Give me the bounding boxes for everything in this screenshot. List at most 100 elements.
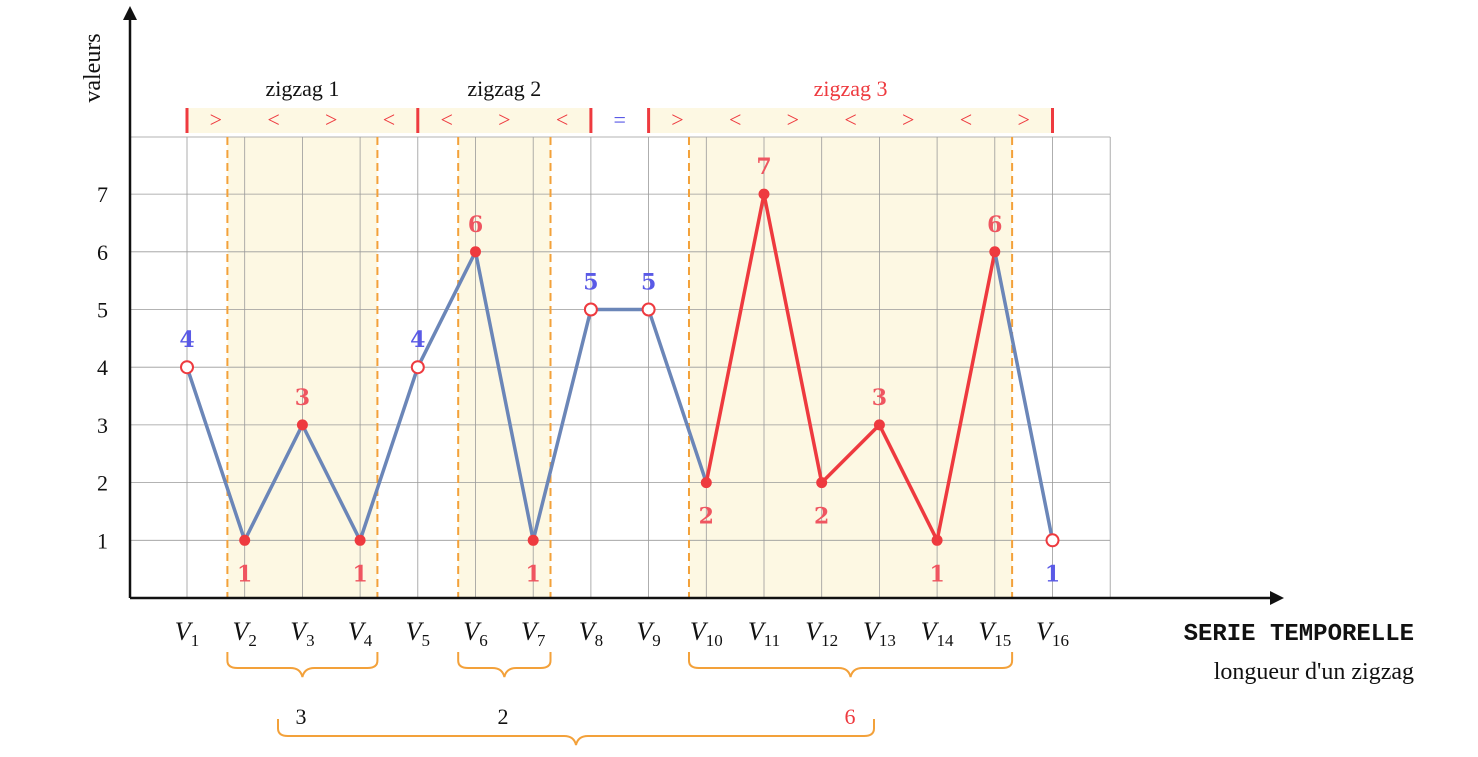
x-tick-letter: V [175,617,194,646]
x-tick-subscript: 8 [595,631,604,650]
y-axis-label: valeurs [80,33,106,102]
value-labels: 4 1 3 1 4 6 1 5 5 2 7 2 3 1 6 1 [179,154,1060,587]
x-tick-subscript: 10 [706,631,723,650]
x-tick-letter: V [521,617,540,646]
x-tick-subscript: 14 [937,631,955,650]
x-tick-label: V1 [175,617,199,650]
x-tick-subscript: 12 [821,631,838,650]
data-point [989,246,1001,258]
y-tick-labels: 1 2 3 4 5 6 7 [97,182,108,553]
series-segment [242,423,305,543]
series-segment [762,192,824,485]
value-label: 1 [1045,561,1060,587]
y-tick-label: 3 [97,413,108,438]
x-tick-letter: V [636,617,655,646]
series-segment [185,365,247,543]
x-tick-subscript: 6 [479,631,488,650]
total-lengths-brace [277,719,875,746]
y-tick-label: 2 [97,471,108,496]
value-label: 6 [987,212,1002,238]
x-tick-letter: V [463,617,482,646]
relation-sign: < [729,107,741,132]
series-segment [646,307,709,485]
zigzag-name-1: zigzag 1 [265,76,339,101]
value-label: 3 [872,385,887,411]
value-label: 1 [526,561,541,587]
x-tick-subscript: 4 [364,631,373,650]
x-axis-arrow [1270,591,1284,605]
series-segment [819,423,882,485]
series-segment [358,365,420,543]
value-label: 4 [179,327,194,353]
relation-sign: < [267,107,279,132]
zigzag-length-brace-2 [457,652,552,678]
relation-sign: > [1017,107,1029,132]
zigzag-length-2: 2 [498,704,509,729]
data-point [931,534,943,546]
x-tick-subscript: 11 [764,631,780,650]
series-segment [704,192,766,485]
zigzag-bands [187,108,1053,598]
x-tick-letter: V [579,617,598,646]
value-label: 1 [237,561,252,587]
data-point-open [641,302,656,317]
zigzag-name-3: zigzag 3 [814,76,888,101]
x-tick-label: V8 [579,617,603,650]
x-tick-subscript: 15 [994,631,1011,650]
data-point [700,477,712,489]
relation-sign: < [440,107,452,132]
zigzag-header: zigzag 1 > < > < zigzag 2 < > < zigzag 3 > < > < > < > = [185,76,1054,133]
x-tick-letter: V [863,617,882,646]
x-axis-sublabel: longueur d'un zigzag [1214,659,1414,685]
x-tick-label: V4 [348,617,373,650]
x-tick-label: V3 [290,617,314,650]
value-label: 3 [295,385,310,411]
x-tick-letter: V [805,617,824,646]
value-label: 2 [699,504,714,530]
value-label: 6 [468,212,483,238]
y-axis-arrow [123,6,137,20]
series-segment [473,250,535,543]
x-tick-label: V6 [463,617,487,650]
series-segment [935,250,997,543]
relation-sign: > [210,107,222,132]
relation-sign: < [383,107,395,132]
zigzag-boundaries [226,137,1014,598]
x-tick-subscript: 13 [879,631,896,650]
zigzag-header-band-2 [417,108,591,133]
series-segment [531,307,593,543]
x-tick-letter: V [690,617,709,646]
y-tick-label: 6 [97,240,108,265]
value-label: 5 [583,270,598,296]
series-segment [416,250,478,369]
relation-sign: > [498,107,510,132]
x-tick-label: V7 [521,617,546,650]
data-point [816,477,828,489]
zigzag-header-band-3 [648,108,1053,133]
length-braces: 3 2 6 [226,652,1014,746]
x-tick-label: V12 [805,617,838,650]
value-label: 1 [352,561,367,587]
data-point [873,419,885,431]
x-tick-labels: V1 V2 V3 V4 V5 V6 V7 V8 V9 V10 V11 V12 V13 V14 V15 V16 [175,617,1069,650]
data-point [470,246,481,258]
y-tick-label: 7 [97,182,108,207]
x-tick-subscript: 16 [1052,631,1069,650]
data-point [239,534,251,546]
series-segment [300,423,362,543]
x-tick-label: V2 [233,617,257,650]
value-label: 2 [814,504,829,530]
grid [130,136,1111,598]
data-point-open [1045,533,1060,548]
relation-sign: > [325,107,337,132]
x-tick-letter: V [748,617,767,646]
zigzag-length-1: 3 [296,704,307,729]
x-tick-label: V16 [1036,617,1069,650]
zigzag-header-band-1 [187,108,418,133]
data-point [527,534,539,546]
value-label: 1 [929,561,944,587]
series-segment [877,423,939,543]
zigzag-length-brace-1 [226,652,379,678]
data-point-open [583,302,598,317]
